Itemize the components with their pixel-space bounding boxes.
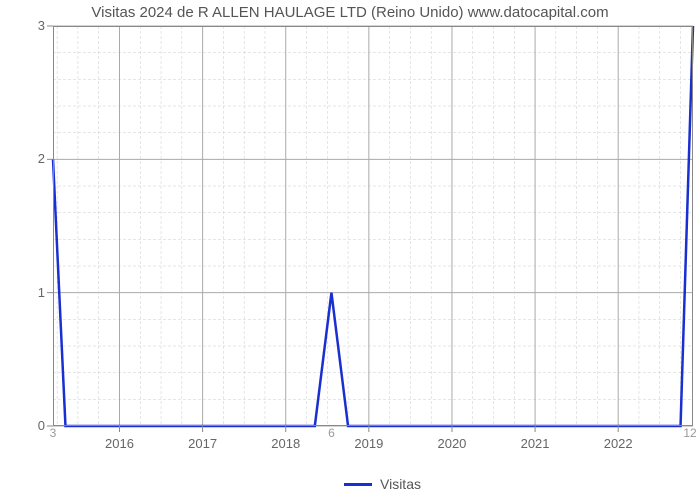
chart-container: Visitas 2024 de R ALLEN HAULAGE LTD (Rei… [0, 0, 700, 500]
x-tick-label: 2020 [437, 436, 466, 451]
secondary-x-label: 3 [50, 426, 57, 440]
x-tick-label: 2016 [105, 436, 134, 451]
y-tick-label: 2 [15, 151, 45, 166]
legend-swatch [344, 483, 372, 486]
secondary-x-label: 12 [683, 426, 696, 440]
legend-label: Visitas [380, 476, 421, 492]
x-tick-label: 2022 [604, 436, 633, 451]
secondary-x-label: 6 [328, 426, 335, 440]
x-tick-label: 2017 [188, 436, 217, 451]
x-tick-label: 2019 [354, 436, 383, 451]
x-tick-label: 2018 [271, 436, 300, 451]
y-tick-label: 0 [15, 418, 45, 433]
x-tick-label: 2021 [521, 436, 550, 451]
y-tick-label: 3 [15, 18, 45, 33]
legend: Visitas [344, 476, 421, 492]
plot-area [53, 26, 693, 426]
y-tick-label: 1 [15, 285, 45, 300]
chart-title: Visitas 2024 de R ALLEN HAULAGE LTD (Rei… [0, 4, 700, 21]
